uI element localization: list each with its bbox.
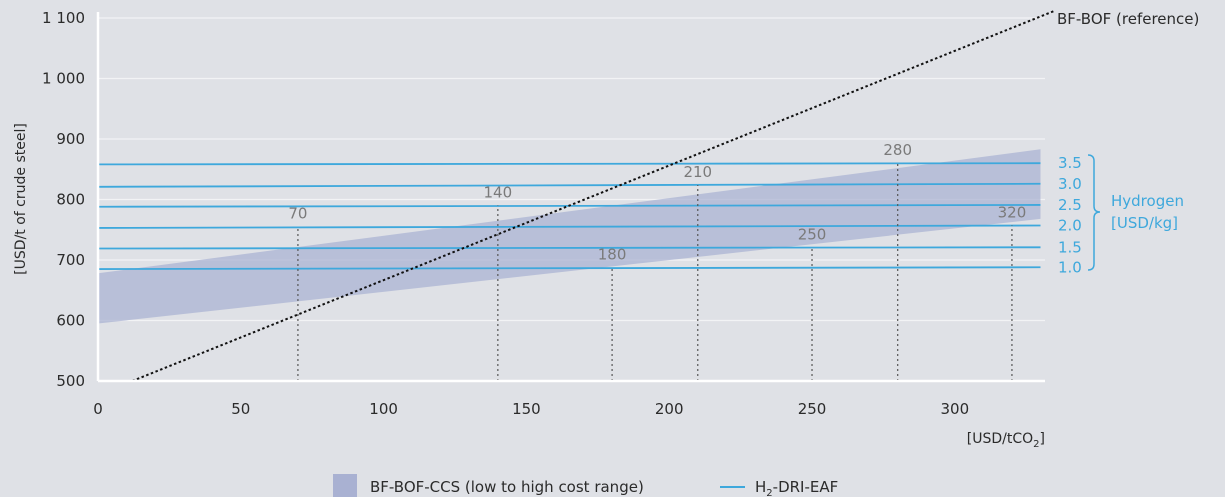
h2-dri-eaf-line	[97, 182, 1041, 188]
legend-line-label-main: H	[755, 478, 766, 496]
y-tick-label: 600	[56, 312, 85, 330]
h2-price-label: 1.0	[1058, 258, 1082, 276]
crossover-value-label: 180	[598, 245, 627, 263]
x-tick-label: 200	[655, 400, 684, 418]
crossover-value-label: 250	[798, 225, 827, 243]
crossover-value-label: 320	[998, 204, 1027, 222]
x-tick-label: 50	[231, 400, 250, 418]
hydrogen-group-title: Hydrogen	[1111, 192, 1184, 210]
legend-line-label: H2-DRI-EAF	[755, 478, 838, 497]
x-axis-label: [USD/tCO2]	[967, 431, 1045, 450]
crossover-value-label: 280	[883, 141, 912, 159]
reference-line-label: BF-BOF (reference)	[1057, 10, 1199, 28]
crossover-drop-lines	[297, 163, 1013, 381]
axes	[96, 12, 1045, 383]
crossover-value-label: 210	[683, 163, 712, 181]
h2-dri-eaf-line	[97, 266, 1041, 270]
h2-price-label: 3.0	[1058, 175, 1082, 193]
x-tick-label: 0	[93, 400, 103, 418]
h2-dri-eaf-line	[97, 162, 1041, 166]
x-tick-label: 300	[940, 400, 969, 418]
x-axis-label-main: [USD/tCO	[967, 431, 1033, 447]
legend-band-label: BF-BOF-CCS (low to high cost range)	[370, 478, 644, 496]
h2-dri-eaf-line	[97, 224, 1041, 229]
x-tick-label: 250	[798, 400, 827, 418]
legend: BF-BOF-CCS (low to high cost range) H2-D…	[333, 474, 838, 497]
y-tick-label: 900	[56, 130, 85, 148]
legend-band-swatch	[333, 474, 357, 497]
legend-line-label-end: -DRI-EAF	[773, 478, 839, 496]
reference-line-layer	[131, 9, 1056, 382]
h2-price-label: 2.5	[1058, 196, 1082, 214]
y-tick-label: 1 000	[42, 70, 85, 88]
ccs-cost-band	[98, 149, 1041, 324]
h2-price-label: 2.0	[1058, 217, 1082, 235]
x-tick-label: 100	[369, 400, 398, 418]
crossover-value-label: 140	[484, 184, 513, 202]
legend-line-label-sub: 2	[766, 488, 772, 497]
y-tick-label: 1 100	[42, 9, 85, 27]
ccs-band-layer	[98, 149, 1041, 324]
y-axis-label: [USD/t of crude steel]	[13, 123, 29, 275]
y-tick-label: 700	[56, 251, 85, 269]
h2-dri-eaf-line	[97, 246, 1041, 250]
hydrogen-brace	[1087, 154, 1101, 271]
h2-price-label: 3.5	[1058, 154, 1082, 172]
h2-price-label: 1.5	[1058, 238, 1082, 256]
x-tick-label: 150	[512, 400, 541, 418]
y-tick-label: 800	[56, 191, 85, 209]
x-axis-label-end: ]	[1040, 431, 1045, 447]
x-axis-label-sub: 2	[1033, 439, 1039, 450]
bf-bof-reference-line	[131, 9, 1056, 382]
crossover-value-label: 70	[288, 205, 307, 223]
hydrogen-group-unit: [USD/kg]	[1111, 214, 1178, 232]
y-tick-label: 500	[56, 372, 85, 390]
